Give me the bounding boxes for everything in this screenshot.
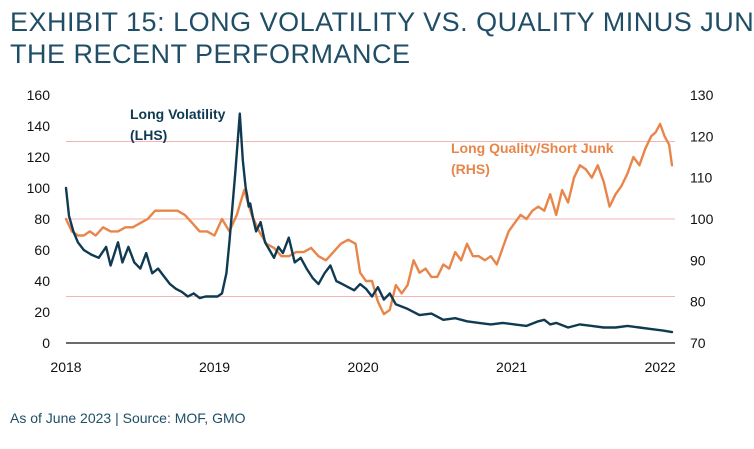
- right-y-tick-label: 70: [690, 335, 706, 351]
- right-y-tick-label: 110: [690, 170, 713, 186]
- left-y-tick-label: 40: [34, 273, 50, 289]
- x-tick-label: 2018: [50, 359, 81, 375]
- series-labels: Long Volatility (LHS) Long Quality/Short…: [130, 106, 614, 177]
- lhs-series-label-line-1: Long Volatility: [130, 106, 226, 122]
- line-chart: 0 20 40 60 80 100 120 140 160 70 80 90 100 110 120 130…: [27, 87, 714, 375]
- x-axis-ticks: 2018 2019 2020 2021 2022: [50, 359, 676, 375]
- lhs-series-line: [64, 112, 674, 334]
- rhs-series-line: [64, 122, 674, 316]
- rhs-series-label-line-1: Long Quality/Short Junk: [451, 140, 614, 156]
- right-y-tick-label: 80: [690, 294, 706, 310]
- chart-title-line-1: EXHIBIT 15: LONG VOLATILITY VS. QUALITY …: [10, 7, 754, 37]
- left-y-axis-ticks: 0 20 40 60 80 100 120 140 160: [27, 87, 51, 351]
- chart-title-line-2: THE RECENT PERFORMANCE: [10, 39, 411, 69]
- x-tick-label: 2019: [199, 359, 230, 375]
- source-note: As of June 2023 | Source: MOF, GMO: [10, 410, 246, 426]
- left-y-tick-label: 160: [27, 87, 51, 103]
- right-y-axis-ticks: 70 80 90 100 110 120 130: [690, 87, 714, 351]
- x-tick-label: 2020: [347, 359, 378, 375]
- left-y-tick-label: 0: [42, 335, 50, 351]
- x-tick-label: 2021: [496, 359, 527, 375]
- rhs-series-label-line-2: (RHS): [451, 161, 490, 177]
- left-y-tick-label: 120: [27, 149, 51, 165]
- lhs-series-label-line-2: (LHS): [130, 127, 167, 143]
- right-y-tick-label: 130: [690, 87, 714, 103]
- left-y-tick-label: 80: [34, 211, 50, 227]
- right-y-tick-label: 90: [690, 252, 706, 268]
- gridlines: [66, 141, 675, 297]
- chart-title: EXHIBIT 15: LONG VOLATILITY VS. QUALITY …: [10, 6, 754, 70]
- left-y-tick-label: 60: [34, 242, 50, 258]
- series: [64, 112, 674, 334]
- left-y-tick-label: 100: [27, 180, 51, 196]
- right-y-tick-label: 120: [690, 128, 714, 144]
- right-y-tick-label: 100: [690, 211, 714, 227]
- left-y-tick-label: 140: [27, 118, 51, 134]
- left-y-tick-label: 20: [34, 304, 50, 320]
- x-tick-label: 2022: [645, 359, 676, 375]
